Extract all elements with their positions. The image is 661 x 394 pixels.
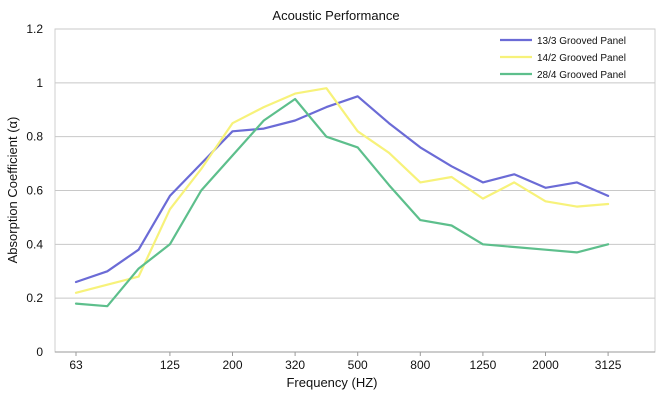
x-tick-label: 200 <box>222 358 242 372</box>
x-tick-label: 320 <box>285 358 305 372</box>
y-tick-label: 1 <box>36 76 43 90</box>
y-tick-label: 0.4 <box>26 237 43 251</box>
legend-label-2: 14/2 Grooved Panel <box>537 53 626 64</box>
series-layer <box>74 87 610 308</box>
legend-label-3: 28/4 Grooved Panel <box>537 70 626 81</box>
x-tick-label: 3125 <box>595 358 622 372</box>
chart-title: Acoustic Performance <box>272 8 399 23</box>
legend: 13/3 Grooved Panel 14/2 Grooved Panel 28/4… <box>500 36 626 81</box>
series-line-1 <box>74 95 610 284</box>
y-tick-label: 1.2 <box>26 22 43 36</box>
x-tick-label: 500 <box>348 358 368 372</box>
y-tick-label: 0.2 <box>26 291 43 305</box>
x-tick-label: 63 <box>69 358 83 372</box>
x-tick-label: 2000 <box>532 358 559 372</box>
series-line-3 <box>74 97 610 308</box>
x-tick-label: 125 <box>160 358 180 372</box>
legend-label-1: 13/3 Grooved Panel <box>537 36 626 47</box>
y-tick-label: 0.6 <box>26 184 43 198</box>
y-tick-label: 0 <box>36 345 43 359</box>
y-axis-label: Absorption Coefficient (α) <box>5 117 20 264</box>
series-line-2 <box>74 87 610 294</box>
x-axis-label: Frequency (HZ) <box>286 375 377 390</box>
axis-layer: 0 0.2 0.4 0.6 0.8 1 1.2 63 125 200 320 500 800 1250 20… <box>26 22 655 372</box>
x-tick-label: 1250 <box>470 358 497 372</box>
x-tick-label: 800 <box>410 358 430 372</box>
y-tick-label: 0.8 <box>26 130 43 144</box>
